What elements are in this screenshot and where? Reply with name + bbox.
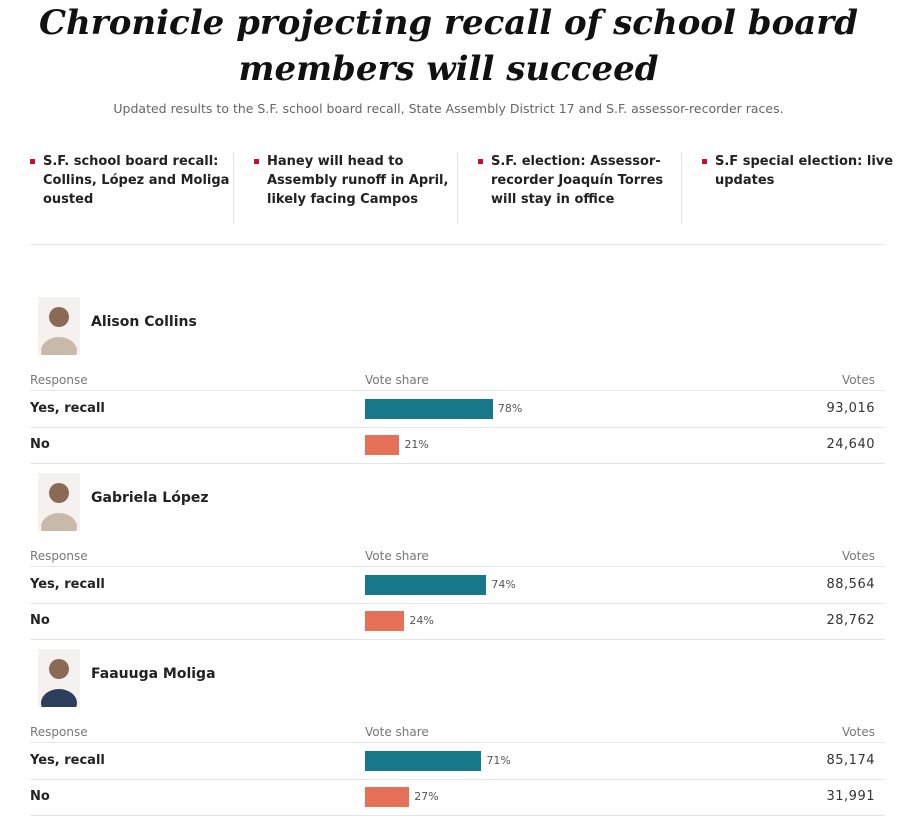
column-header: Vote share — [365, 725, 429, 739]
share-label: 24% — [409, 614, 434, 627]
votes: 31,991 — [826, 789, 875, 804]
response: No — [30, 613, 50, 628]
row-divider — [30, 815, 885, 816]
portrait-icon — [38, 297, 80, 355]
share-label: 74% — [491, 578, 516, 591]
share-label: 78% — [497, 402, 523, 415]
candidate-name: Alison Collins — [91, 314, 197, 330]
share-label: 27% — [414, 790, 439, 803]
share-label: 21% — [404, 438, 429, 451]
votes: 85,174 — [826, 753, 875, 768]
share-bar — [365, 399, 493, 419]
votes: 28,762 — [826, 613, 875, 628]
share-bar — [365, 575, 487, 595]
candidate-name: Faauuga Moliga — [91, 666, 216, 682]
portrait — [38, 473, 80, 531]
separator — [681, 152, 682, 224]
story-link[interactable]: Haney will head to Assembly runoff in Ap… — [254, 152, 457, 209]
response: No — [30, 437, 50, 452]
column-header: Votes — [842, 373, 875, 387]
response: Yes, recall — [30, 401, 105, 416]
column-header: Votes — [842, 725, 875, 739]
column-header: Votes — [842, 549, 875, 563]
headline: Chronicle projecting recall of school bo… — [39, 3, 858, 89]
candidate-name: Gabriela López — [91, 490, 209, 506]
votes: 88,564 — [826, 577, 875, 592]
row-divider — [30, 427, 885, 428]
share-bar — [365, 751, 482, 771]
row-divider — [30, 603, 885, 604]
story-link[interactable]: S.F. school board recall: Collins, López… — [30, 152, 233, 209]
row-divider — [30, 566, 885, 567]
column-header: Response — [30, 725, 88, 739]
column-header: Response — [30, 549, 88, 563]
response: Yes, recall — [30, 577, 105, 592]
portrait-icon — [38, 649, 80, 707]
column-header: Response — [30, 373, 88, 387]
portrait-icon — [38, 473, 80, 531]
row-divider — [30, 639, 885, 640]
divider — [30, 244, 885, 245]
row-divider — [30, 779, 885, 780]
column-header: Vote share — [365, 549, 429, 563]
share-bar — [365, 435, 400, 455]
portrait — [38, 649, 80, 707]
row-divider — [30, 390, 885, 391]
separator — [457, 152, 458, 224]
subtitle: Updated results to the S.F. school board… — [113, 101, 784, 116]
response: Yes, recall — [30, 753, 105, 768]
response: No — [30, 789, 50, 804]
share-label: 71% — [486, 754, 511, 767]
column-header: Vote share — [365, 373, 429, 387]
row-divider — [30, 742, 885, 743]
share-bar — [365, 787, 410, 807]
votes: 93,016 — [826, 401, 875, 416]
share-bar — [365, 611, 405, 631]
portrait — [38, 297, 80, 355]
row-divider — [30, 463, 885, 464]
votes: 24,640 — [826, 437, 875, 452]
story-link[interactable]: S.F special election: live updates — [702, 152, 897, 190]
separator — [233, 152, 234, 224]
story-link[interactable]: S.F. election: Assessor-recorder Joaquín… — [478, 152, 681, 209]
